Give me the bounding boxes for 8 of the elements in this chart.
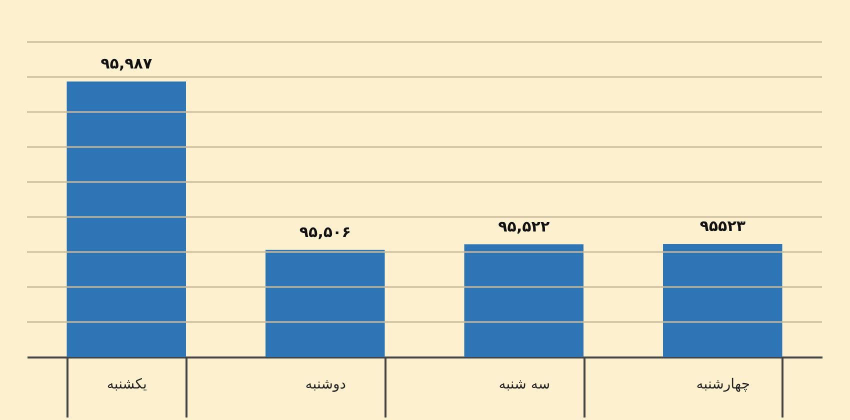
data-label: ۹۵,۵۲۲ <box>498 217 550 236</box>
data-label: ۹۵۵۲۳ <box>700 216 746 235</box>
x-tick-label: سه شنبه <box>498 376 550 392</box>
x-tick-label: چهارشنبه <box>696 376 750 392</box>
x-tick-label: یکشنبه <box>106 376 148 392</box>
data-label: ۹۵,۵۰۶ <box>299 222 351 241</box>
data-label: ۹۵,۹۸۷ <box>100 54 152 73</box>
x-tick-label: دوشنبه <box>305 376 346 392</box>
